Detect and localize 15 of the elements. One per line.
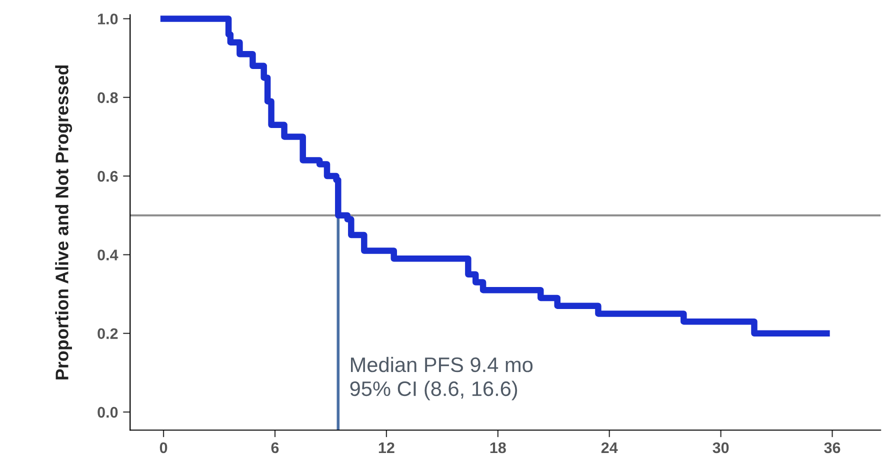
x-tick-label: 30	[712, 442, 729, 454]
y-tick-label: 0.8	[98, 92, 118, 104]
annotation: Median PFS 9.4 mo 95% CI (8.6, 16.6)	[350, 356, 533, 400]
y-axis-title: Proportion Alive and Not Progressed	[55, 65, 72, 380]
y-tick-label: 0.2	[98, 328, 118, 340]
x-tick-label: 12	[378, 442, 394, 453]
x-tick-label: 18	[490, 442, 506, 454]
y-tick-label: 0.0	[98, 406, 118, 418]
y-tick-label: 1.0	[98, 14, 118, 24]
y-tick-label: 0.4	[98, 250, 118, 260]
x-tick-label: 36	[824, 442, 840, 454]
y-tick-label: 0.6	[98, 170, 118, 182]
x-tick-label: 0	[160, 442, 168, 454]
x-tick-label: 6	[271, 442, 279, 454]
x-tick-label: 24	[601, 442, 618, 453]
